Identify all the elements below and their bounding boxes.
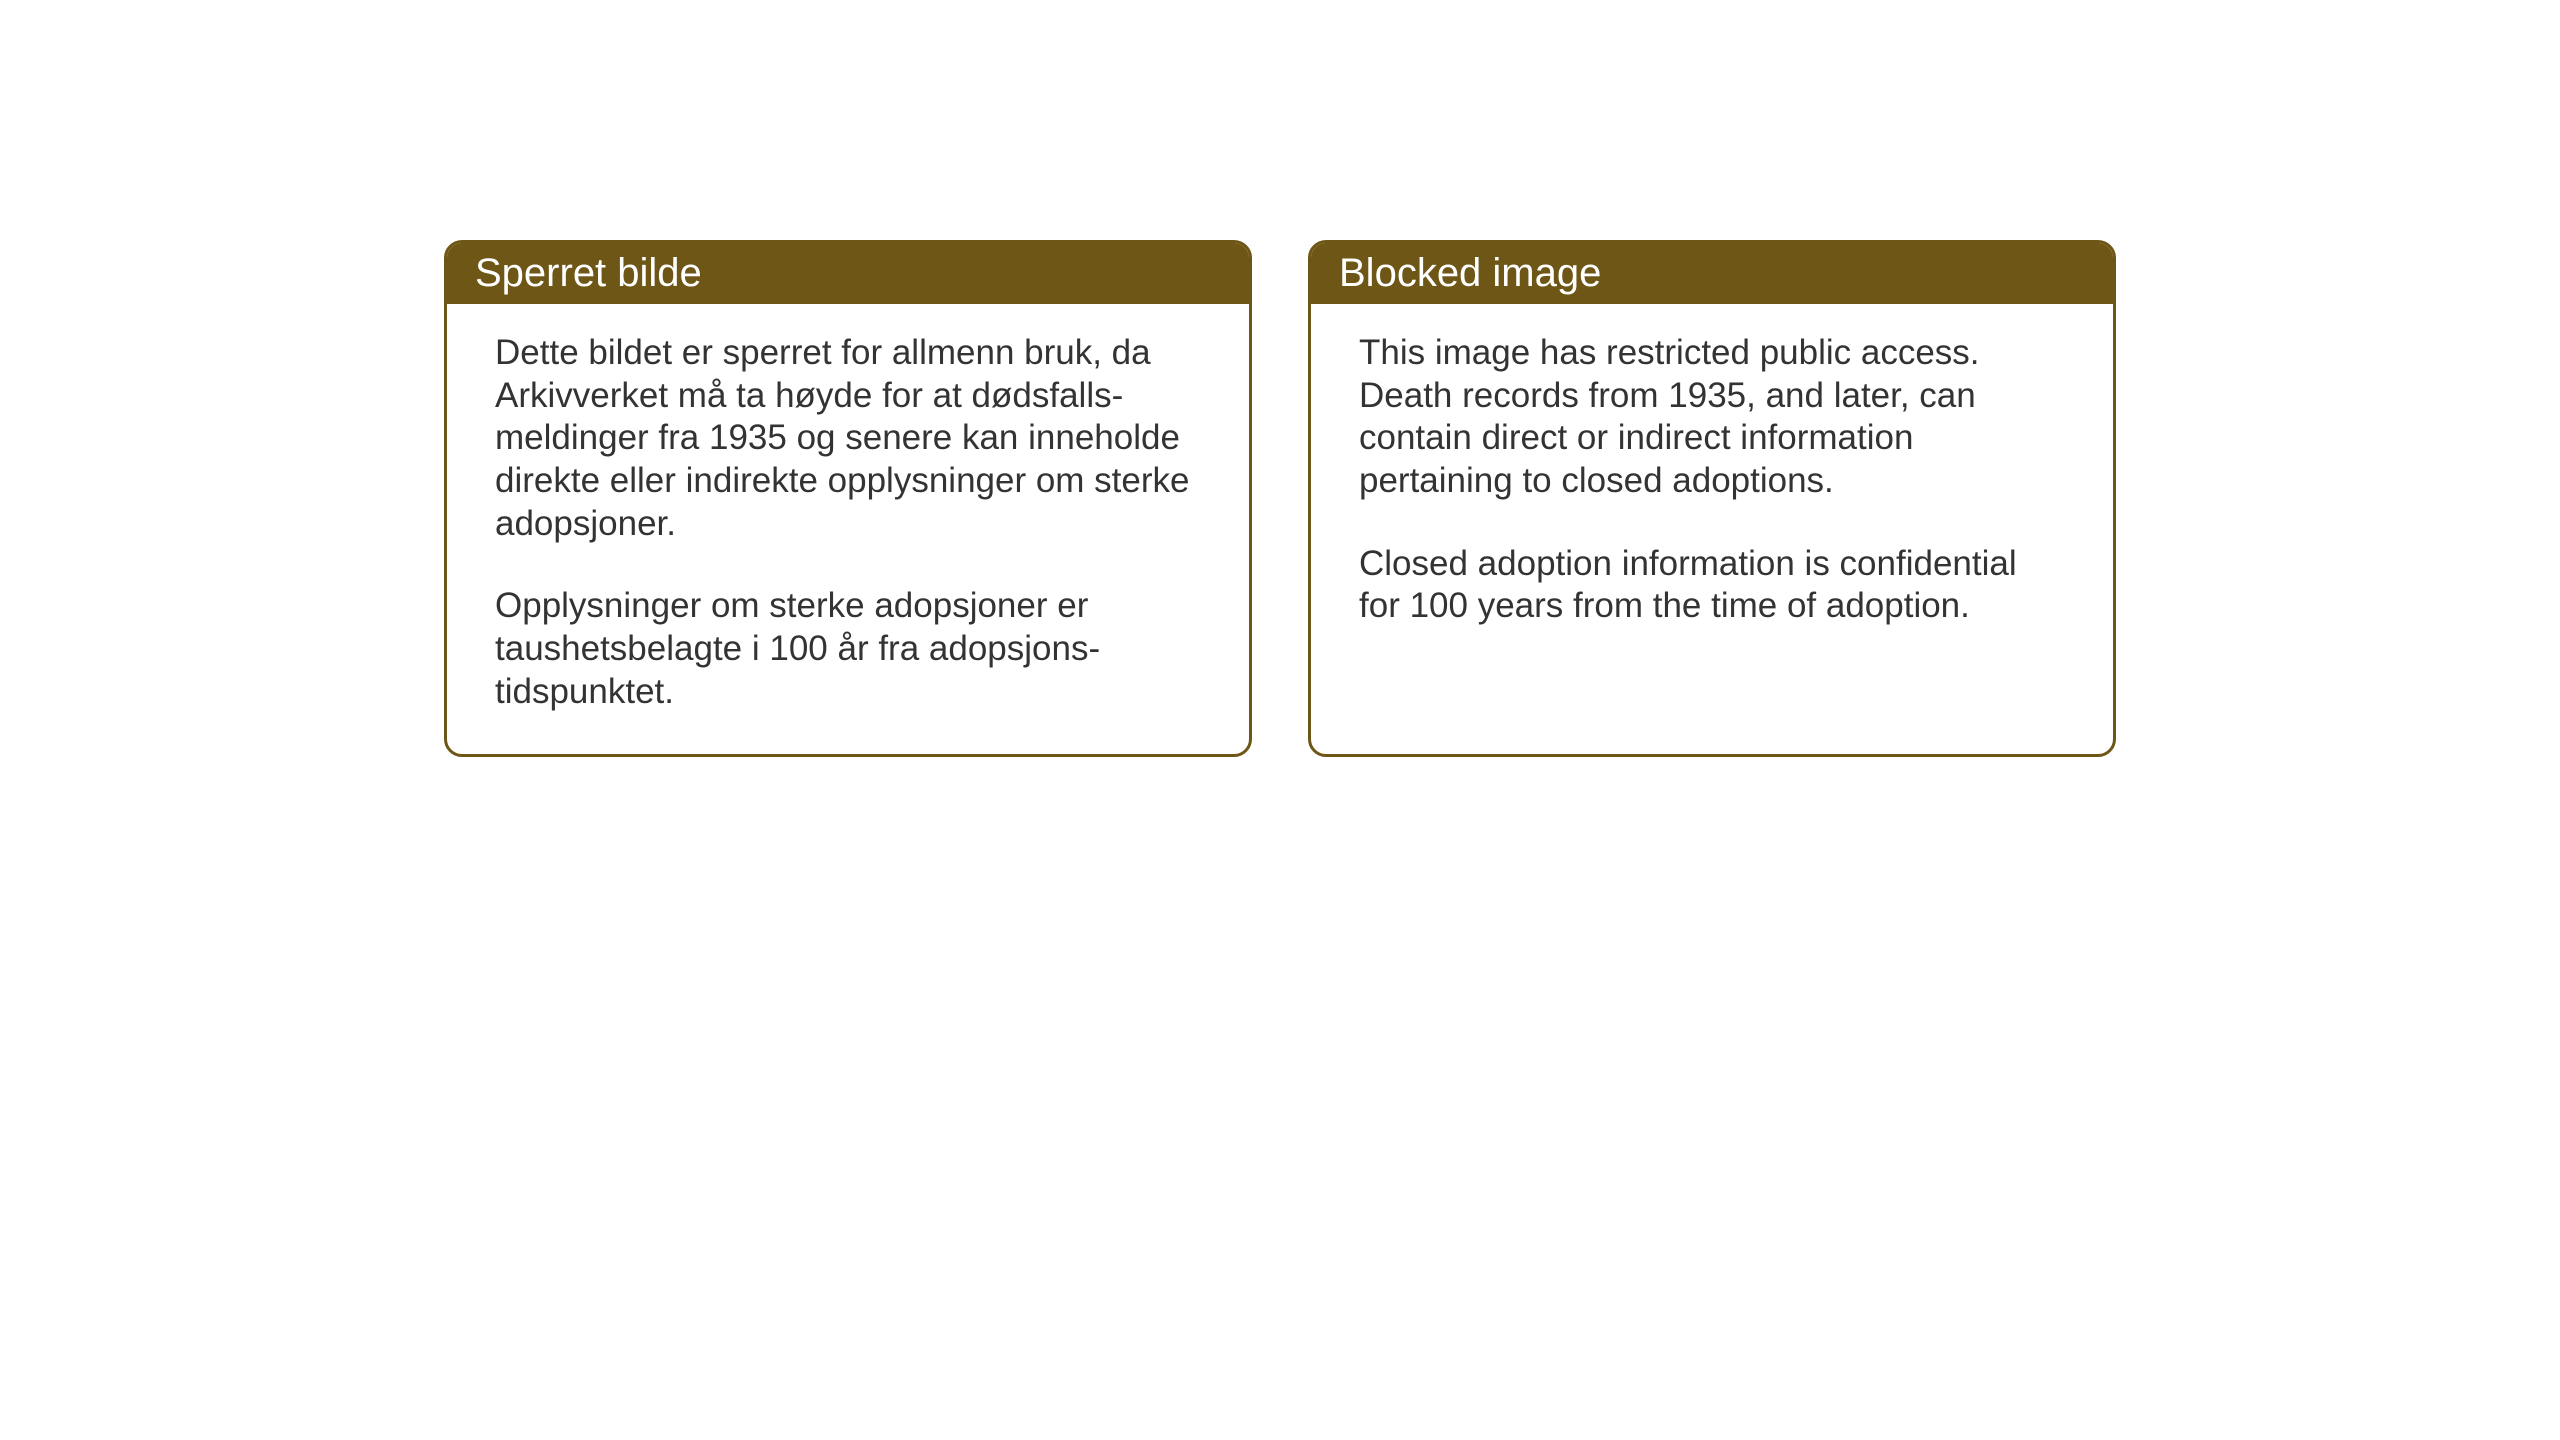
paragraph-norwegian-2: Opplysninger om sterke adopsjoner er tau…	[495, 585, 1201, 713]
card-body-norwegian: Dette bildet er sperret for allmenn bruk…	[447, 304, 1249, 754]
notice-container: Sperret bilde Dette bildet er sperret fo…	[444, 240, 2116, 757]
card-norwegian: Sperret bilde Dette bildet er sperret fo…	[444, 240, 1252, 757]
card-english: Blocked image This image has restricted …	[1308, 240, 2116, 757]
card-title-norwegian: Sperret bilde	[475, 251, 702, 295]
paragraph-english-1: This image has restricted public access.…	[1359, 332, 2065, 503]
paragraph-english-2: Closed adoption information is confident…	[1359, 543, 2065, 628]
card-title-english: Blocked image	[1339, 251, 1601, 295]
paragraph-norwegian-1: Dette bildet er sperret for allmenn bruk…	[495, 332, 1201, 545]
card-header-english: Blocked image	[1311, 243, 2113, 304]
card-body-english: This image has restricted public access.…	[1311, 304, 2113, 668]
card-header-norwegian: Sperret bilde	[447, 243, 1249, 304]
